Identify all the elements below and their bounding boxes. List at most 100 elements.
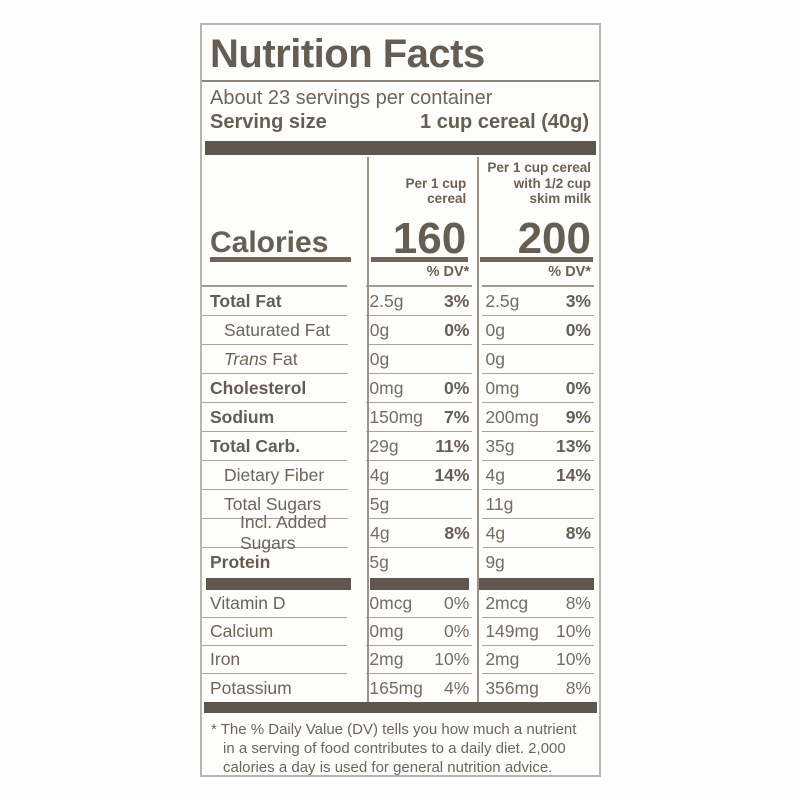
dv-header-cereal: % DV* xyxy=(426,264,470,280)
amount-cereal: 5g xyxy=(369,552,389,572)
nutrition-grid: Per 1 cup cereal Per 1 cup cereal with 1… xyxy=(202,155,599,702)
table-row: Incl. Added Sugars 4g 8% 4g 8% xyxy=(202,512,599,553)
daily-value-cereal-milk: 8% xyxy=(565,677,591,698)
serving-size-value: 1 cup cereal (40g) xyxy=(420,111,589,133)
daily-value-cereal-milk: 10% xyxy=(555,621,591,641)
amount-cereal-milk: 0g xyxy=(485,348,505,369)
daily-value-cereal: 11% xyxy=(435,435,470,456)
amount-cereal-milk: 0g xyxy=(485,319,505,340)
nutrient-name: Vitamin D xyxy=(210,593,286,613)
amount-cereal-milk: 2mg xyxy=(485,649,520,669)
daily-value-cereal-milk: 13% xyxy=(555,435,591,456)
amount-cereal-milk: 9g xyxy=(485,552,505,572)
daily-value-cereal: 8% xyxy=(444,522,470,543)
daily-value-cereal-milk: 0% xyxy=(565,377,591,398)
nutrient-name: Protein xyxy=(210,552,271,572)
daily-value-cereal-milk: 8% xyxy=(565,522,591,543)
label-title: Nutrition Facts xyxy=(202,25,599,82)
daily-value-cereal: 0% xyxy=(444,377,470,398)
table-row: Cholesterol 0mg 0% 0mg 0% xyxy=(202,374,599,403)
dv-header-cereal-milk: % DV* xyxy=(548,264,591,280)
amount-cereal-milk: 2.5g xyxy=(485,290,520,311)
amount-cereal-milk: 149mg xyxy=(485,621,539,641)
nutrient-name: Iron xyxy=(210,649,241,669)
amount-cereal-milk: 35g xyxy=(485,435,515,456)
amount-cereal: 4g xyxy=(369,464,390,485)
column-header-row: Per 1 cup cereal Per 1 cup cereal with 1… xyxy=(202,155,599,211)
amount-cereal-milk: 200mg xyxy=(485,406,539,427)
table-row: Calcium 0mg 0% 149mg 10% xyxy=(202,618,599,646)
nutrient-name: Saturated Fat xyxy=(224,319,331,340)
daily-value-header-row: % DV* % DV* xyxy=(202,264,599,287)
table-row: Total Sugars 5g 11g xyxy=(202,490,599,519)
amount-cereal: 150mg xyxy=(369,406,423,427)
serving-size-label: Serving size xyxy=(210,111,327,133)
vitamin-rows: Vitamin D 0mcg 0% 2mcg 8% Calcium 0mg 0%… xyxy=(202,590,599,702)
separator-bar-top xyxy=(205,141,596,155)
amount-cereal: 0g xyxy=(369,319,390,340)
amount-cereal-milk: 4g xyxy=(485,522,506,543)
daily-value-cereal: 0% xyxy=(444,319,470,340)
amount-cereal: 2mg xyxy=(369,649,404,669)
column-header-cereal: Per 1 cup cereal xyxy=(405,175,467,207)
nutrient-name: Potassium xyxy=(210,677,292,698)
amount-cereal: 0mcg xyxy=(369,593,413,613)
amount-cereal: 4g xyxy=(370,522,390,543)
amount-cereal-milk: 4g xyxy=(485,464,505,485)
table-row: Dietary Fiber 4g 14% 4g 14% xyxy=(202,461,599,490)
table-row: Saturated Fat 0g 0% 0g 0% xyxy=(202,316,599,345)
nutrient-name: Sodium xyxy=(210,406,275,427)
daily-value-cereal: 0% xyxy=(444,621,470,641)
table-row: Vitamin D 0mcg 0% 2mcg 8% xyxy=(202,590,599,618)
daily-value-cereal-milk: 3% xyxy=(565,290,591,311)
daily-value-cereal: 4% xyxy=(444,677,470,698)
amount-cereal: 5g xyxy=(369,493,390,514)
serving-size-row: Serving size 1 cup cereal (40g) xyxy=(202,110,599,141)
table-row: Total Fat 2.5g 3% 2.5g 3% xyxy=(202,287,599,316)
calories-row: Calories 160 200 xyxy=(202,211,599,263)
footnote: * The % Daily Value (DV) tells you how m… xyxy=(202,713,599,782)
daily-value-cereal: 10% xyxy=(434,649,470,669)
amount-cereal: 29g xyxy=(369,435,399,456)
nutrient-rows: Total Fat 2.5g 3% 2.5g 3% Saturated Fat … xyxy=(202,287,599,577)
nutrient-name: Incl. Added Sugars xyxy=(240,512,327,553)
daily-value-cereal: 14% xyxy=(434,464,470,485)
daily-value-cereal: 3% xyxy=(444,290,470,311)
table-row: Potassium 165mg 4% 356mg 8% xyxy=(202,674,599,702)
separator-bar-middle xyxy=(202,577,599,590)
calories-label: Calories xyxy=(210,225,329,259)
amount-cereal: 0mg xyxy=(369,621,404,641)
amount-cereal: 0mg xyxy=(369,377,404,398)
daily-value-cereal-milk: 0% xyxy=(565,319,591,340)
table-row: Total Carb. 29g 11% 35g 13% xyxy=(202,432,599,461)
footnote-text: * The % Daily Value (DV) tells you how m… xyxy=(211,721,577,777)
amount-cereal: 165mg xyxy=(369,677,423,698)
nutrient-name: Calcium xyxy=(210,621,274,641)
calories-underline-row xyxy=(202,257,599,264)
column-header-cereal-milk: Per 1 cup cereal with 1/2 cup skim milk xyxy=(487,160,591,207)
amount-cereal-milk: 356mg xyxy=(485,677,539,698)
amount-cereal: 2.5g xyxy=(369,290,404,311)
amount-cereal: 0g xyxy=(369,348,390,369)
calories-value-cereal: 160 xyxy=(392,213,467,263)
daily-value-cereal-milk: 9% xyxy=(565,406,591,427)
nutrient-name: Total Fat xyxy=(210,290,282,311)
amount-cereal-milk: 11g xyxy=(485,493,514,514)
table-row: Sodium 150mg 7% 200mg 9% xyxy=(202,403,599,432)
daily-value-cereal-milk: 8% xyxy=(565,593,591,613)
table-row: Trans Fat 0g 0g xyxy=(202,345,599,374)
amount-cereal-milk: 0mg xyxy=(485,377,520,398)
calories-value-cereal-milk: 200 xyxy=(517,213,591,263)
daily-value-cereal-milk: 10% xyxy=(555,649,591,669)
servings-per-container: About 23 servings per container xyxy=(210,87,493,109)
nutrient-name: Cholesterol xyxy=(210,377,307,398)
table-row: Iron 2mg 10% 2mg 10% xyxy=(202,646,599,674)
daily-value-cereal-milk: 14% xyxy=(555,464,591,485)
table-row: Protein 5g 9g xyxy=(202,548,599,577)
separator-bar-bottom xyxy=(204,702,597,713)
daily-value-cereal: 0% xyxy=(444,593,470,613)
nutrient-name: Total Carb. xyxy=(210,435,301,456)
daily-value-cereal: 7% xyxy=(444,406,470,427)
nutrition-facts-label: Nutrition Facts About 23 servings per co… xyxy=(200,23,601,777)
